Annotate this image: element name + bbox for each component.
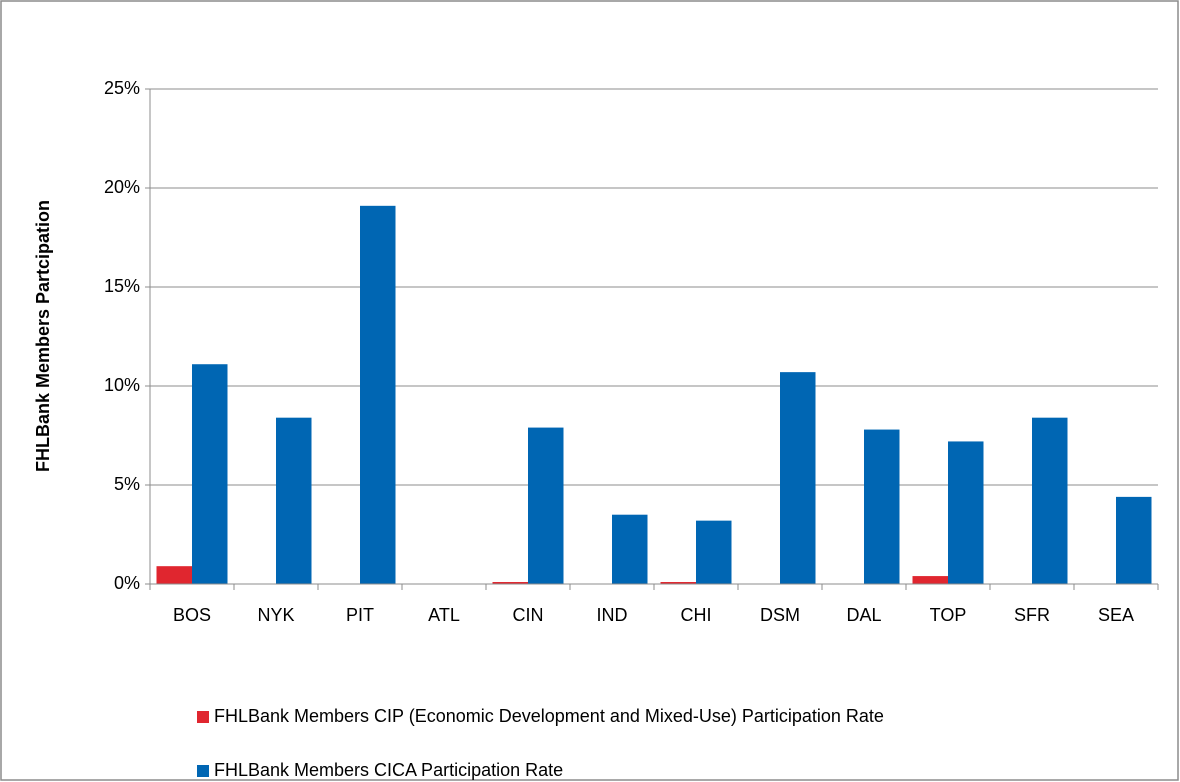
legend-label: FHLBank Members CIP (Economic Developmen… [214,706,884,726]
y-tick-label: 15% [104,276,140,296]
bar [528,427,564,584]
bar [1032,417,1068,584]
bar [696,520,732,584]
legend-swatch [197,711,209,723]
x-tick-label: PIT [346,605,374,625]
bar [276,417,312,584]
bar [1116,496,1152,584]
x-tick-label: IND [597,605,628,625]
bar [780,372,816,584]
bar [612,514,648,584]
bar [156,566,192,584]
x-tick-label: DAL [846,605,881,625]
bar [660,582,696,584]
x-tick-label: CIN [513,605,544,625]
y-tick-label: 20% [104,177,140,197]
x-tick-label: SEA [1098,605,1134,625]
bar [912,576,948,584]
y-tick-label: 10% [104,375,140,395]
x-tick-label: NYK [257,605,294,625]
bar [492,582,528,584]
y-tick-label: 5% [114,474,140,494]
bar [948,441,984,584]
x-tick-label: TOP [930,605,967,625]
bar [864,429,900,584]
x-tick-label: ATL [428,605,460,625]
bar [360,205,396,584]
legend-label: FHLBank Members CICA Participation Rate [214,760,563,780]
y-axis-label: FHLBank Members Partcipation [33,200,53,472]
y-tick-label: 0% [114,573,140,593]
y-tick-label: 25% [104,78,140,98]
x-tick-label: DSM [760,605,800,625]
x-tick-label: BOS [173,605,211,625]
legend-swatch [197,765,209,777]
x-tick-label: CHI [681,605,712,625]
x-tick-label: SFR [1014,605,1050,625]
bar [192,364,228,584]
